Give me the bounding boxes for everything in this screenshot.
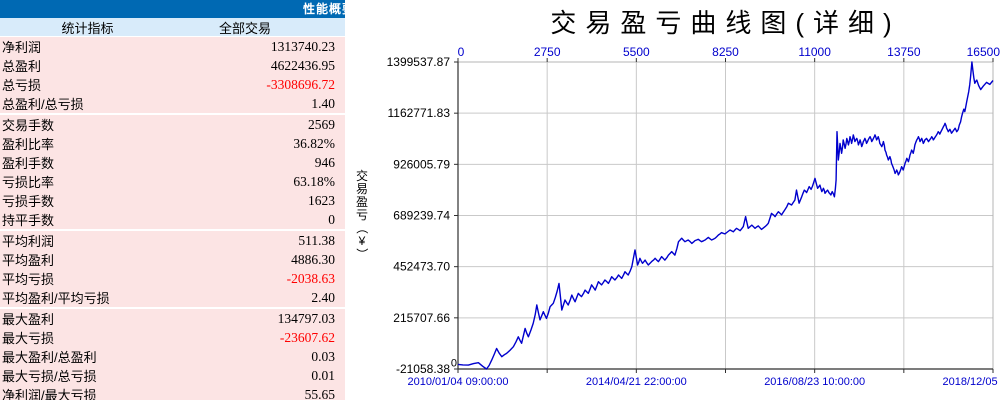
stat-value: 1313740.23 — [270, 38, 335, 54]
performance-summary-panel: 性能概要 统计指标 全部交易 净利润 1313740.23 总盈利 4622436.9… — [0, 0, 345, 400]
stats-table-body: 净利润 1313740.23 总盈利 4622436.95 总亏损 -3308696.72… — [0, 37, 345, 400]
stat-label: 净利润/最大亏损 — [2, 388, 97, 400]
stat-value: 0.03 — [311, 348, 335, 364]
stat-row: 平均盈利 4886.30 — [0, 250, 345, 269]
stats-table-header: 统计指标 全部交易 — [0, 18, 345, 37]
stat-row: 净利润/最大亏损 55.65 — [0, 385, 345, 400]
stat-label: 亏损比率 — [2, 175, 55, 190]
y-axis-label: 215707.66 — [393, 311, 450, 325]
stat-row: 交易手数 2569 — [0, 115, 345, 134]
stat-label: 总盈利 — [2, 59, 42, 74]
stat-value: -23607.62 — [279, 329, 335, 345]
stat-value: 55.65 — [304, 386, 335, 400]
y-axis-title-char: 盈 — [356, 195, 368, 209]
stat-value: 1623 — [308, 192, 335, 208]
date-axis-label: 2014/04/21 22:00:00 — [586, 376, 687, 388]
stat-label: 最大盈利/总盈利 — [2, 350, 97, 365]
stat-label: 盈利手数 — [2, 156, 55, 171]
stat-row: 总盈利 4622436.95 — [0, 56, 345, 75]
stat-value: 2569 — [308, 116, 335, 132]
chart-title: 交易盈亏曲线图(详细) — [550, 8, 901, 38]
top-axis-label: 0 — [458, 45, 465, 59]
date-axis-label: 2010/01/04 09:00:00 — [408, 376, 509, 388]
stat-value: 36.82% — [293, 135, 335, 151]
stat-row: 持平手数 0 — [0, 210, 345, 231]
stat-row: 净利润 1313740.23 — [0, 37, 345, 56]
y-axis-label: 1399537.87 — [387, 55, 451, 69]
stat-row: 亏损手数 1623 — [0, 191, 345, 210]
stat-value: 946 — [314, 154, 335, 170]
profit-curve-chart: 交易盈亏曲线图(详细) 1399537.87 1162771.83 926005.7… — [345, 0, 1000, 400]
date-axis-label: 2016/08/23 10:00:00 — [764, 376, 865, 388]
column-header-indicator: 统计指标 — [61, 20, 114, 36]
y-axis-label: 1162771.83 — [387, 106, 450, 120]
y-axis-title-char: ） — [355, 248, 369, 260]
stat-value: 0.01 — [311, 367, 335, 383]
y-axis-title-char: （ — [355, 222, 369, 234]
stat-row: 最大亏损 -23607.62 — [0, 328, 345, 347]
stat-value: 511.38 — [298, 232, 335, 248]
panel-titlebar[interactable]: 性能概要 — [0, 0, 345, 18]
zero-label: 0 — [451, 357, 457, 369]
stat-row: 盈利手数 946 — [0, 153, 345, 172]
stat-label: 最大盈利 — [2, 312, 55, 327]
stat-value: 4622436.95 — [270, 57, 335, 73]
stat-label: 持平手数 — [2, 213, 55, 228]
plot-svg: 1399537.87 1162771.83 926005.79 689239.74 45… — [355, 45, 1000, 388]
equity-curve — [457, 61, 994, 370]
y-axis-label: -21058.38 — [396, 362, 450, 376]
stat-value: 0 — [328, 211, 335, 227]
stat-label: 交易手数 — [2, 118, 55, 133]
stat-row: 总亏损 -3308696.72 — [0, 75, 345, 94]
stat-row: 总盈利/总亏损 1.40 — [0, 94, 345, 115]
y-axis-label: 689239.74 — [393, 209, 450, 223]
stat-label: 总盈利/总亏损 — [2, 97, 84, 112]
stat-value: 2.40 — [311, 289, 335, 305]
stat-value: 134797.03 — [277, 310, 335, 326]
y-axis-title-char: 交 — [356, 168, 368, 183]
y-axis-title-char: 亏 — [356, 208, 368, 222]
stat-label: 最大亏损 — [2, 331, 55, 346]
top-axis-label: 13750 — [887, 45, 921, 59]
stat-row: 平均亏损 -2038.63 — [0, 269, 345, 288]
stat-label: 总亏损 — [2, 78, 42, 93]
y-axis-title-char: 易 — [356, 182, 368, 196]
stat-value: 63.18% — [293, 173, 335, 189]
stat-row: 最大亏损/总亏损 0.01 — [0, 366, 345, 385]
top-axis-label: 8250 — [712, 45, 739, 59]
column-header-all-trades: 全部交易 — [218, 20, 271, 36]
stat-value: 4886.30 — [291, 251, 335, 267]
stat-label: 最大亏损/总亏损 — [2, 369, 97, 384]
y-axis-title-char: ¥ — [358, 234, 366, 248]
stat-row: 最大盈利/总盈利 0.03 — [0, 347, 345, 366]
stat-value: -3308696.72 — [266, 76, 335, 92]
stat-row: 平均盈利/平均亏损 2.40 — [0, 288, 345, 309]
top-axis-label: 2750 — [534, 45, 561, 59]
stat-row: 最大盈利 134797.03 — [0, 309, 345, 328]
y-axis-label: 452473.70 — [393, 260, 450, 274]
stat-label: 平均利润 — [2, 234, 55, 249]
date-axis-label: 2018/12/05 10:00:00 — [943, 376, 1000, 388]
stat-row: 平均利润 511.38 — [0, 231, 345, 250]
stat-label: 净利润 — [2, 40, 42, 55]
panel-title: 性能概要 — [303, 2, 345, 16]
stat-row: 亏损比率 63.18% — [0, 172, 345, 191]
stat-label: 盈利比率 — [2, 137, 55, 152]
stat-value: 1.40 — [311, 95, 335, 111]
stat-label: 平均盈利/平均亏损 — [2, 291, 110, 306]
stat-label: 平均盈利 — [2, 253, 55, 268]
top-axis-label: 16500 — [967, 45, 1000, 59]
stat-value: -2038.63 — [286, 270, 335, 286]
stat-row: 盈利比率 36.82% — [0, 134, 345, 153]
stat-label: 平均亏损 — [2, 272, 55, 287]
stat-label: 亏损手数 — [2, 194, 55, 209]
y-axis-label: 926005.79 — [393, 157, 450, 171]
top-axis-label: 5500 — [623, 45, 650, 59]
top-axis-label: 11000 — [798, 45, 831, 59]
